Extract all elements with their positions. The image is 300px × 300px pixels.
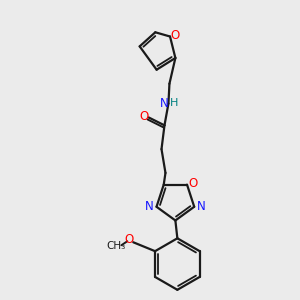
Text: O: O bbox=[170, 29, 180, 42]
Text: N: N bbox=[145, 200, 154, 213]
Text: O: O bbox=[188, 177, 198, 190]
Text: N: N bbox=[160, 97, 169, 110]
Text: O: O bbox=[125, 233, 134, 246]
Text: H: H bbox=[170, 98, 178, 108]
Text: N: N bbox=[197, 200, 206, 213]
Text: CH₃: CH₃ bbox=[107, 241, 126, 251]
Text: O: O bbox=[139, 110, 148, 123]
